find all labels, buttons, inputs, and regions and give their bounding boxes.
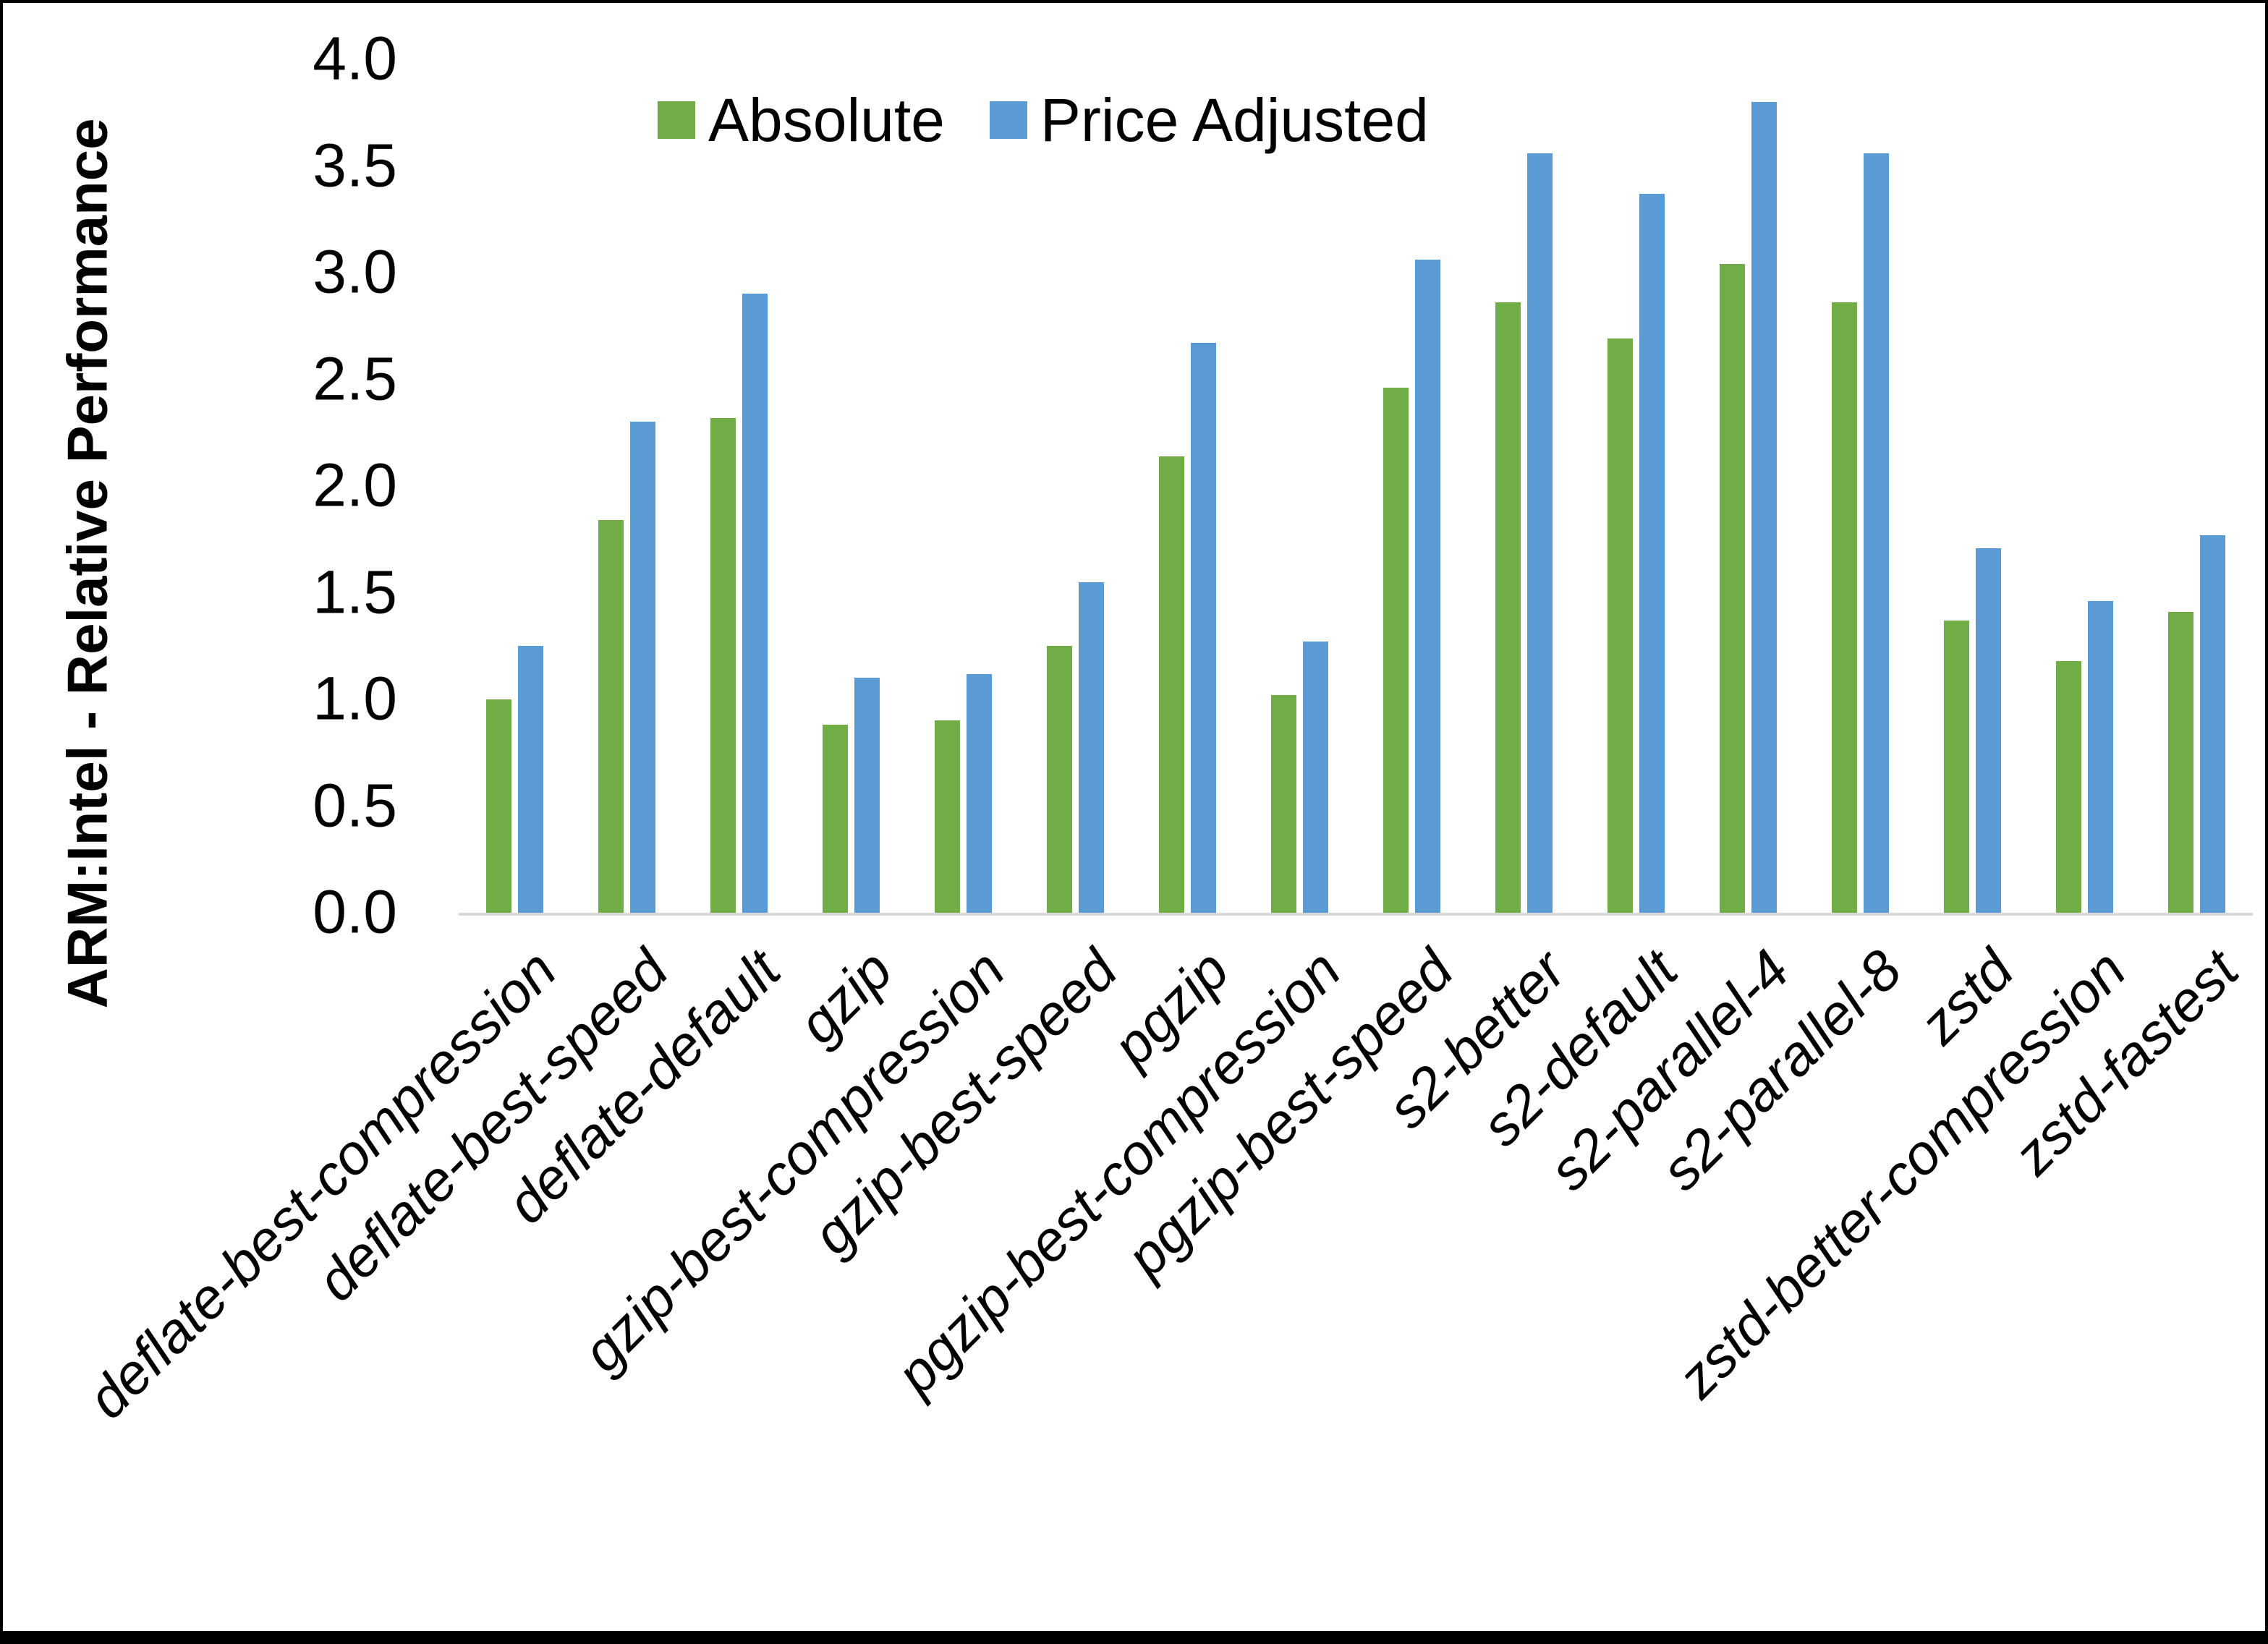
bar-price-adjusted [518,646,543,913]
bar-price-adjusted [1079,582,1104,913]
x-tick-label: gzip-best-speed [799,937,1129,1267]
x-tick-label: zstd-better-compression [1665,937,2139,1410]
bar-price-adjusted [1415,260,1440,913]
bar-absolute [598,520,624,913]
x-tick-label: zstd [1907,937,2026,1056]
x-tick-label: s2-default [1469,937,1690,1158]
y-tick-label: 1.0 [313,664,397,733]
x-tick-label: pgzip-best-compression [884,937,1354,1407]
bar-absolute [1383,388,1409,913]
bar-price-adjusted [854,678,880,913]
x-tick-label: gzip [786,937,905,1056]
bar-price-adjusted [742,294,768,913]
bar-group-s2-default [1580,59,1692,913]
bar-price-adjusted [1191,343,1216,913]
bar-absolute [823,725,848,913]
bar-group-deflate-default [683,59,795,913]
bar-group-s2-parallel-8 [1804,59,1916,913]
bar-absolute [710,418,736,913]
bar-group-zstd-better-compression [2029,59,2141,913]
bar-absolute [486,699,511,913]
x-tick-label: zstd-fastest [2000,937,2251,1187]
x-tick-label: s2-better [1375,937,1578,1141]
legend-item-price-adjusted: Price Adjusted [989,86,1429,154]
y-tick-label: 0.5 [313,770,397,839]
y-tick-label: 2.0 [313,451,397,519]
legend-swatch-icon [989,101,1027,139]
y-tick-label: 0.0 [313,877,397,946]
x-tick-label: s2-parallel-4 [1537,937,1802,1203]
bar-price-adjusted [2200,535,2225,913]
bar-absolute [935,720,960,913]
bar-price-adjusted [967,674,992,913]
bar-absolute [1047,646,1072,913]
bar-group-s2-parallel-4 [1692,59,1804,913]
y-tick-label: 4.0 [313,24,397,93]
bar-absolute [1944,621,1969,913]
x-tick-label: deflate-default [494,937,793,1236]
legend-item-absolute: Absolute [658,90,945,150]
bar-absolute [1271,695,1296,913]
y-tick-label: 3.5 [313,130,397,199]
legend-swatch-icon [658,101,695,139]
y-axis-tick-labels: 0.0 0.5 1.0 1.5 2.0 2.5 3.0 3.5 4.0 [3,3,397,1015]
bar-absolute [2056,661,2081,913]
x-tick-label: gzip-best-compression [570,937,1017,1384]
legend: Absolute Price Adjusted [658,90,1429,150]
legend-label: Absolute [708,86,945,154]
bar-absolute [1832,302,1857,913]
bar-group-pgzip-best-compression [1244,59,1356,913]
bar-group-gzip-best-speed [1019,59,1131,913]
y-tick-label: 1.5 [313,557,397,626]
bar-price-adjusted [630,422,655,913]
bar-group-pgzip [1131,59,1244,913]
bar-group-s2-better [1468,59,1580,913]
bar-price-adjusted [1303,642,1328,913]
x-tick-label: s2-parallel-8 [1649,937,1914,1203]
x-tick-label: pgzip [1100,937,1241,1078]
bar-group-pgzip-best-speed [1356,59,1468,913]
bar-absolute [1159,456,1184,913]
legend-label: Price Adjusted [1040,86,1429,154]
bar-group-zstd [1916,59,2029,913]
bar-group-deflate-best-compression [459,59,571,913]
y-tick-label: 2.5 [313,344,397,412]
bar-price-adjusted [1976,548,2001,913]
bar-group-gzip-best-compression [907,59,1019,913]
bar-price-adjusted [1751,102,1777,913]
x-tick-label: pgzip-best-speed [1113,937,1466,1289]
plot-area [459,59,2253,916]
bar-price-adjusted [1864,153,1889,913]
bar-group-deflate-best-speed [571,59,683,913]
bar-group-zstd-fastest [2141,59,2253,913]
bar-price-adjusted [2088,601,2113,913]
y-tick-label: 3.0 [313,237,397,306]
bar-price-adjusted [1639,194,1665,913]
bar-absolute [1720,264,1745,913]
bar-group-gzip [795,59,907,913]
bar-price-adjusted [1527,153,1553,913]
bar-absolute [2168,612,2193,913]
bar-absolute [1607,338,1633,913]
bar-absolute [1495,302,1521,913]
